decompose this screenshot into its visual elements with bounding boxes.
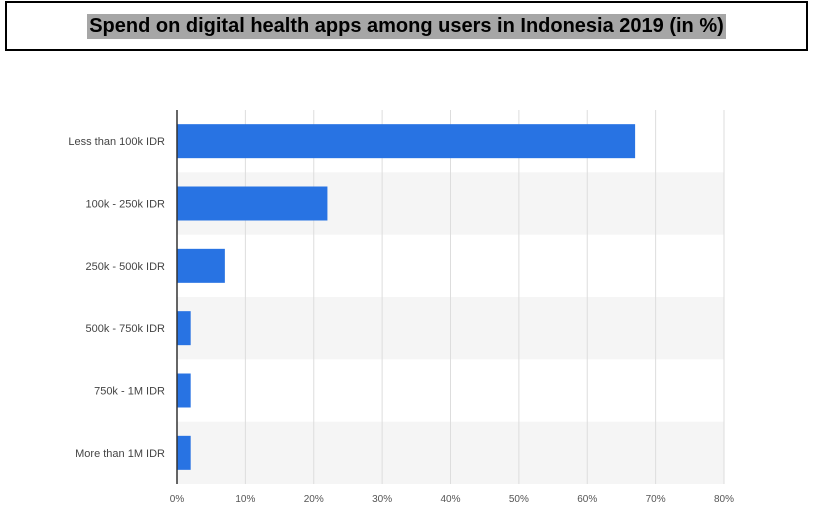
category-label: 750k - 1M IDR xyxy=(94,386,165,398)
chart-title: Spend on digital health apps among users… xyxy=(87,13,726,39)
x-tick-label: 30% xyxy=(372,494,392,505)
category-label: More than 1M IDR xyxy=(75,448,165,460)
x-tick-label: 40% xyxy=(440,494,460,505)
x-tick-label: 0% xyxy=(170,494,185,505)
bar xyxy=(177,124,636,159)
category-label: Less than 100k IDR xyxy=(68,136,165,148)
bar xyxy=(177,435,191,470)
category-label: 250k - 500k IDR xyxy=(86,261,166,273)
x-tick-label: 70% xyxy=(646,494,666,505)
category-label: 500k - 750k IDR xyxy=(86,323,166,335)
category-label: 100k - 250k IDR xyxy=(86,199,166,211)
bar xyxy=(177,186,328,221)
bar xyxy=(177,311,191,346)
x-tick-label: 60% xyxy=(577,494,597,505)
x-tick-label: 80% xyxy=(714,494,734,505)
bar xyxy=(177,373,191,408)
bar xyxy=(177,248,225,283)
x-tick-label: 10% xyxy=(235,494,255,505)
x-tick-label: 20% xyxy=(304,494,324,505)
x-tick-label: 50% xyxy=(509,494,529,505)
chart-title-box: Spend on digital health apps among users… xyxy=(5,1,808,51)
